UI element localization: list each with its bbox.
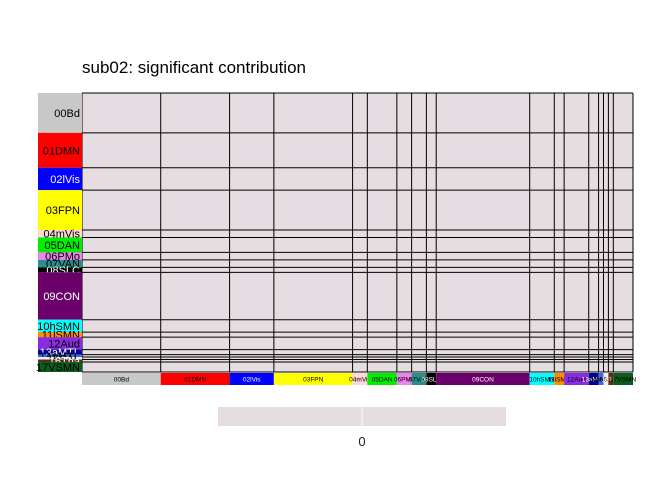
row-label-band xyxy=(38,259,82,268)
row-label-band xyxy=(38,337,82,350)
heatmap-matrix xyxy=(81,92,634,373)
column-label-band xyxy=(396,373,412,385)
column-label-band xyxy=(273,373,353,385)
column-label-17VSMN: 17VSMN xyxy=(610,377,636,384)
row-label-12Aud: 12Aud xyxy=(48,338,80,350)
column-label-09CON: 09CON xyxy=(472,377,494,384)
column-label-band xyxy=(229,373,274,385)
row-label-band xyxy=(38,359,82,363)
column-label-10hSMN: 10hSMN xyxy=(529,377,555,384)
column-network-labels: 00Bd 01DMN 02lVis 03FPN 04mVis 05DAN 06PMo07VA… xyxy=(82,373,636,385)
column-label-band xyxy=(608,373,614,385)
row-label-band xyxy=(38,319,82,333)
row-label-band xyxy=(38,230,82,238)
column-label-12Aud: 12Aud xyxy=(567,377,586,384)
column-label-08SLC: 08SLC xyxy=(421,377,441,384)
row-label-band xyxy=(38,132,82,168)
column-label-06PMo: 06PMo xyxy=(394,377,415,384)
column-label-band xyxy=(426,373,437,385)
column-label-16Tha: 16Tha xyxy=(602,377,621,384)
row-label-band xyxy=(38,252,82,260)
row-label-02lVis: 02lVis xyxy=(50,174,80,186)
row-label-band xyxy=(38,93,82,133)
row-label-band xyxy=(38,190,82,231)
column-label-14pMTL: 14pMTL xyxy=(589,377,613,384)
row-label-band xyxy=(38,237,82,253)
row-label-band xyxy=(38,267,82,273)
column-label-band xyxy=(603,373,609,385)
column-label-band xyxy=(613,373,633,385)
row-label-band xyxy=(38,354,82,358)
row-label-band xyxy=(38,362,82,372)
column-label-02lVis: 02lVis xyxy=(243,377,261,384)
chart-title: sub02: significant contribution xyxy=(82,58,306,77)
heatmap-cells xyxy=(82,93,633,372)
column-label-band xyxy=(436,373,530,385)
row-label-03FPN: 03FPN xyxy=(46,205,80,217)
row-label-band xyxy=(38,272,82,320)
column-label-band xyxy=(160,373,230,385)
row-label-05DAN: 05DAN xyxy=(45,240,81,252)
column-label-band xyxy=(82,373,161,385)
row-label-band xyxy=(38,167,82,191)
row-label-band xyxy=(38,332,82,338)
row-label-band xyxy=(38,349,82,355)
column-label-band xyxy=(598,373,604,385)
row-label-01DMN: 01DMN xyxy=(43,145,80,157)
column-label-13aMTL: 13aMTL xyxy=(582,377,606,384)
row-label-09CON: 09CON xyxy=(43,291,80,303)
column-label-01DMN: 01DMN xyxy=(184,377,206,384)
column-label-band xyxy=(411,373,427,385)
column-label-03FPN: 03FPN xyxy=(303,377,324,384)
colorbar-tick-label: 0 xyxy=(358,434,365,449)
row-label-10hSMN: 10hSMN xyxy=(37,321,80,333)
column-label-band xyxy=(554,373,565,385)
column-label-11lSMN: 11lSMN xyxy=(548,377,571,384)
row-label-band xyxy=(38,357,82,360)
colorbar-legend: 0 xyxy=(218,407,506,449)
column-label-15SAL: 15SAL xyxy=(596,377,616,384)
column-label-05DAN: 05DAN xyxy=(372,377,393,384)
column-label-band xyxy=(588,373,599,385)
column-label-07VAN: 07VAN xyxy=(409,377,429,384)
row-label-17VSMN: 17VSMN xyxy=(36,362,80,374)
column-label-band xyxy=(352,373,368,385)
row-network-labels: 00Bd01DMN02lVis03FPN04mVis05DAN06PMo07VA… xyxy=(36,93,82,374)
row-label-00Bd: 00Bd xyxy=(54,108,80,120)
column-label-00Bd: 00Bd xyxy=(114,377,130,384)
column-label-04mVis: 04mVis xyxy=(349,377,371,384)
column-label-band xyxy=(367,373,397,385)
column-label-band xyxy=(564,373,589,385)
column-label-band xyxy=(529,373,555,385)
